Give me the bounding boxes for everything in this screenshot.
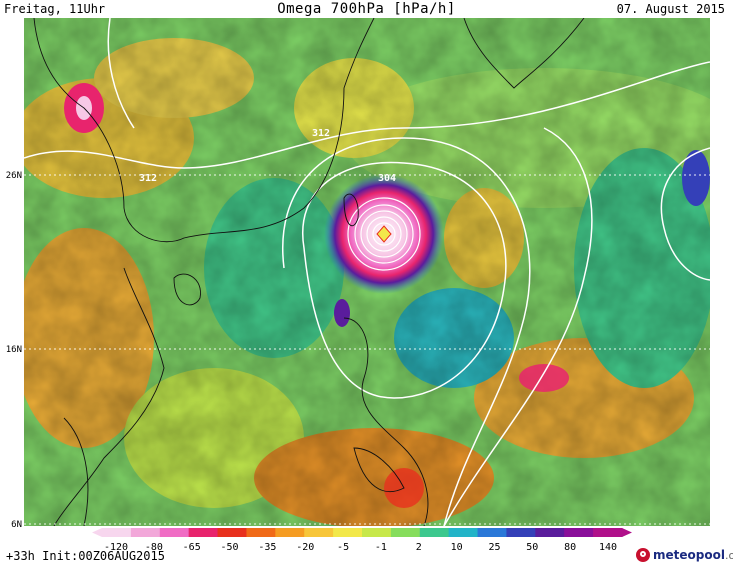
legend-tick-label: -120 <box>104 542 128 553</box>
legend-tick-label: -1 <box>375 542 387 553</box>
typhoon-isobars <box>347 197 421 271</box>
legend-tick-label: -80 <box>145 542 163 553</box>
legend-swatch <box>188 528 219 537</box>
model-run: +33h Init:00Z06AUG2015 <box>6 549 165 563</box>
contour-label: 312 <box>139 173 157 184</box>
legend-swatch <box>159 528 190 537</box>
typhoon-eye <box>376 225 392 243</box>
legend-swatch <box>275 528 305 537</box>
legend-swatch <box>419 528 450 537</box>
legend-swatch <box>477 528 507 537</box>
legend-tick-label: -35 <box>258 542 276 553</box>
legend-swatch <box>362 528 392 537</box>
legend-swatch <box>333 528 363 537</box>
contour-label: 304 <box>378 173 396 184</box>
legend-tick-label: -65 <box>183 542 201 553</box>
logo-tld: .org <box>724 548 733 562</box>
valid-time: Freitag, 11Uhr <box>4 2 106 16</box>
logo-main: meteopool <box>653 548 725 562</box>
geopotential-contours <box>24 18 710 526</box>
legend-swatch <box>506 528 536 537</box>
legend-swatch <box>564 528 594 537</box>
lat-label-16n: 16N <box>5 345 22 355</box>
lat-gridlines <box>24 174 710 525</box>
legend-tick-label: -20 <box>296 542 314 553</box>
legend-tick-label: 2 <box>416 542 422 553</box>
legend-swatch <box>217 528 247 537</box>
legend-tick-label: 25 <box>488 542 500 553</box>
legend-tick-label: -50 <box>221 542 239 553</box>
legend-swatch <box>535 528 565 537</box>
legend-tick-label: 80 <box>564 542 576 553</box>
chart-title: Omega 700hPa [hPa/h] <box>277 1 456 17</box>
legend-arrow-right <box>622 528 632 537</box>
legend-swatch <box>102 528 132 537</box>
legend-ticks: -120 -80 -65 -50 -35 -20 -5 -1 2 10 25 50 80 140 <box>104 542 617 553</box>
legend-tick-label: 10 <box>451 542 463 553</box>
legend-swatch <box>246 528 276 537</box>
omega-map: 312 312 304 <box>24 18 710 526</box>
color-legend: -120 -80 -65 -50 -35 -20 -5 -1 2 10 25 50 80 140 <box>92 528 632 553</box>
legend-swatch <box>448 528 479 537</box>
valid-date: 07. August 2015 <box>616 2 725 16</box>
legend-swatch <box>390 528 421 537</box>
meteopool-logo[interactable]: meteopool .org <box>636 546 733 564</box>
meteopool-logo-icon <box>636 548 650 562</box>
legend-arrow-left <box>92 528 102 537</box>
lat-label-6n: 6N <box>11 520 22 530</box>
legend-tick-label: 50 <box>526 542 538 553</box>
legend-swatches <box>92 528 632 537</box>
coastlines <box>33 18 585 526</box>
legend-swatch <box>130 528 161 537</box>
legend-swatch <box>593 528 623 537</box>
legend-tick-label: 140 <box>599 542 617 553</box>
lat-label-26n: 26N <box>5 171 22 181</box>
contour-label: 312 <box>312 128 330 139</box>
legend-swatch <box>304 528 334 537</box>
legend-tick-label: -5 <box>337 542 349 553</box>
